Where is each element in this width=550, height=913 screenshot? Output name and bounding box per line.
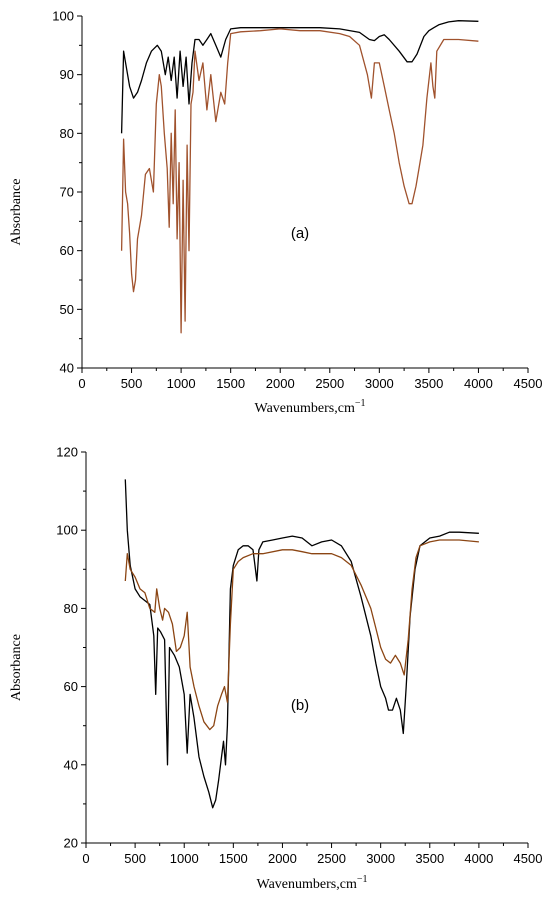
y-tick-label: 50: [60, 302, 74, 317]
y-tick-label: 40: [64, 757, 78, 772]
panel-label: (a): [291, 225, 309, 242]
y-tick-label: 40: [60, 361, 74, 376]
x-axis-title: Wavenumbers,cm−1: [257, 874, 368, 892]
x-tick-label: 2000: [266, 376, 295, 391]
x-axis-title: Wavenumbers,cm−1: [255, 398, 366, 416]
series-line-1: [120, 20, 479, 134]
x-tick-label: 0: [82, 851, 89, 866]
x-tick-label: 3000: [366, 851, 395, 866]
y-axis-title: Absorbance: [9, 634, 24, 701]
y-axis-title: Absorbance: [9, 179, 24, 246]
x-tick-label: 2500: [315, 376, 344, 391]
x-tick-label: 500: [124, 851, 146, 866]
y-tick-label: 100: [56, 523, 78, 538]
x-tick-label: 0: [78, 376, 85, 391]
y-tick-label: 80: [60, 126, 74, 141]
y-tick-label: 80: [64, 601, 78, 616]
x-tick-label: 3000: [365, 376, 394, 391]
x-tick-label: 4000: [464, 851, 493, 866]
x-axis-title-unit-exponent: −1: [355, 398, 366, 409]
x-tick-label: 4000: [464, 376, 493, 391]
y-tick-label: 120: [56, 445, 78, 460]
x-tick-label: 4500: [514, 376, 543, 391]
x-tick-label: 3500: [415, 851, 444, 866]
series-line-2: [120, 28, 479, 334]
x-tick-label: 500: [121, 376, 143, 391]
y-tick-label: 90: [60, 67, 74, 82]
x-tick-label: 3500: [414, 376, 443, 391]
x-tick-label: 1000: [167, 376, 196, 391]
series-line-2: [124, 539, 479, 731]
x-tick-label: 1500: [216, 376, 245, 391]
y-tick-label: 60: [60, 243, 74, 258]
x-tick-label: 2000: [268, 851, 297, 866]
x-tick-label: 4500: [514, 851, 543, 866]
x-tick-label: 1500: [219, 851, 248, 866]
x-tick-label: 2500: [317, 851, 346, 866]
y-tick-label: 70: [60, 185, 74, 200]
chart-panel-a: 0 500 1000 1500 2000 2500 3000 3500 4000 4500 40 50…: [9, 9, 542, 417]
panel-label: (b): [291, 697, 309, 714]
x-axis-title-text: Wavenumbers,cm: [255, 401, 355, 416]
chart-panel-b: 0 500 1000 1500 2000 2500 3000 3500 4000 4500 20 40…: [9, 445, 542, 893]
y-tick-label: 60: [64, 679, 78, 694]
y-tick-label: 20: [64, 836, 78, 851]
x-axis-title-text: Wavenumbers,cm: [257, 877, 357, 892]
x-axis-title-unit-exponent: −1: [357, 874, 368, 885]
series-line-1: [124, 479, 479, 809]
y-tick-label: 100: [52, 9, 74, 24]
x-tick-label: 1000: [170, 851, 199, 866]
